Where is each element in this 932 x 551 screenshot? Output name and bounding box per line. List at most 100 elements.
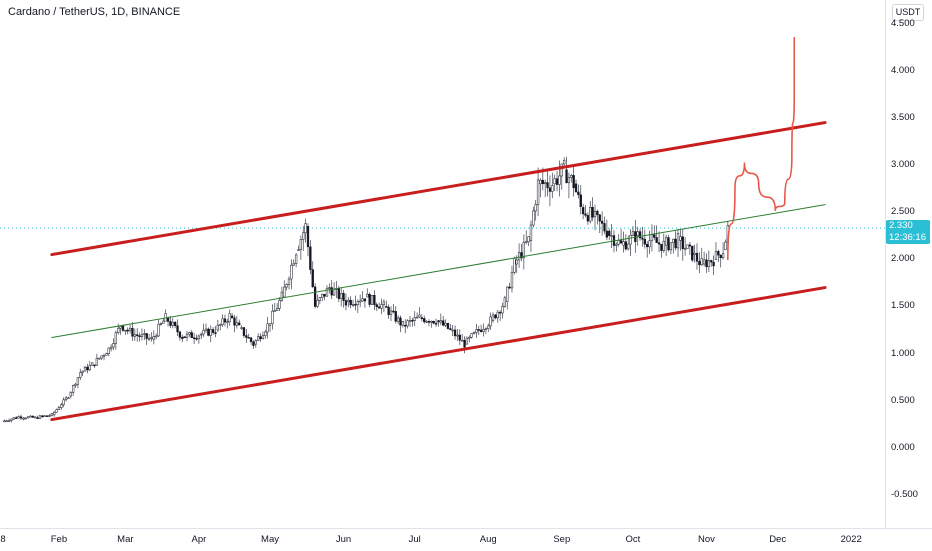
candle-body — [121, 325, 125, 331]
candle-body — [629, 235, 632, 245]
candle-body — [679, 236, 682, 241]
candle-body — [7, 420, 11, 422]
candle-body — [283, 286, 286, 298]
candle-body — [520, 252, 523, 259]
candle-body — [453, 329, 457, 337]
price-tick-label: 3.000 — [891, 159, 915, 170]
candle-body — [185, 333, 189, 338]
candle-body — [508, 286, 511, 289]
candle-body — [204, 328, 208, 331]
candle-body — [72, 385, 75, 393]
candle-body — [294, 254, 298, 264]
candle-body — [126, 329, 129, 332]
candle-body — [257, 336, 260, 341]
candle-body — [463, 339, 466, 348]
candle-body — [98, 357, 101, 360]
candle-body — [171, 321, 174, 326]
candle-body — [650, 234, 654, 241]
candle-body — [325, 287, 329, 297]
candle-body — [712, 261, 715, 267]
price-axis[interactable] — [885, 0, 932, 528]
candle-body — [415, 316, 419, 319]
candle-body — [79, 372, 82, 378]
candle-body — [26, 416, 30, 419]
candle-body — [392, 310, 395, 313]
candle-body — [276, 308, 279, 311]
candle-body — [330, 287, 333, 296]
candle-body — [503, 297, 507, 307]
candle-body — [536, 179, 540, 205]
candle-body — [665, 237, 668, 246]
candle-body — [662, 240, 665, 251]
candle-body — [631, 231, 635, 236]
candle-body — [309, 246, 312, 270]
candle-body — [472, 332, 476, 334]
candle-body — [695, 252, 699, 262]
candle-body — [183, 336, 186, 338]
price-tick-label: 1.500 — [891, 300, 915, 312]
price-tick-label: 0.000 — [891, 441, 915, 453]
candle-body — [461, 339, 464, 342]
candle-body — [544, 182, 547, 185]
candle-body — [641, 237, 644, 240]
candle-body — [24, 417, 27, 420]
time-tick-label: 2022 — [840, 534, 862, 545]
candle-body — [332, 289, 336, 296]
candle-body — [306, 226, 310, 248]
price-tick-label: 1.000 — [891, 347, 915, 359]
price-tick-label: 2.500 — [891, 206, 915, 218]
last-price-tag: 2.330 12:36:16 — [886, 220, 930, 244]
candle-body — [491, 314, 495, 321]
candle-body — [342, 293, 345, 301]
candle-body — [539, 179, 542, 185]
candle-body — [707, 260, 711, 268]
candle-body — [188, 332, 191, 335]
candle-body — [676, 233, 680, 249]
candle-body — [278, 300, 281, 309]
candle-body — [724, 241, 727, 251]
candle-body — [147, 338, 151, 340]
candle-body — [446, 323, 450, 329]
candle-body — [264, 331, 267, 336]
candle-body — [498, 311, 502, 314]
candle-body — [53, 411, 56, 416]
candle-body — [48, 415, 51, 417]
candle-body — [311, 269, 314, 288]
candle-body — [318, 297, 321, 301]
candle-body — [418, 314, 421, 318]
time-axis[interactable] — [0, 528, 932, 551]
candle-body — [100, 355, 103, 359]
candle-body — [714, 251, 718, 260]
candle-body — [214, 332, 217, 334]
candle-body — [579, 194, 582, 207]
candle-body — [373, 294, 376, 305]
candle-body — [252, 341, 255, 346]
candle-body — [368, 293, 371, 305]
candle-body — [721, 253, 725, 259]
candle-body — [610, 235, 613, 237]
candle-body — [411, 319, 414, 322]
candle-body — [45, 415, 49, 417]
candle-body — [124, 329, 127, 332]
candle-body — [159, 323, 163, 325]
candle-body — [517, 252, 521, 261]
candle-body — [432, 320, 435, 324]
candle-body — [477, 329, 480, 331]
candle-body — [475, 329, 478, 333]
candle-body — [216, 324, 220, 331]
candle-body — [572, 175, 575, 189]
currency-unit-button[interactable]: USDT — [892, 4, 924, 21]
candle-body — [304, 223, 307, 234]
candle-body — [240, 327, 243, 329]
price-tick-label: 0.500 — [891, 394, 915, 406]
candle-body — [107, 347, 110, 354]
candle-body — [404, 325, 407, 327]
projection-curve — [727, 36, 796, 261]
candle-body — [169, 321, 172, 326]
candle-body — [551, 185, 554, 192]
candle-body — [586, 215, 590, 222]
candle-body — [553, 178, 556, 185]
candle-body — [468, 336, 471, 339]
candle-body — [31, 415, 34, 418]
